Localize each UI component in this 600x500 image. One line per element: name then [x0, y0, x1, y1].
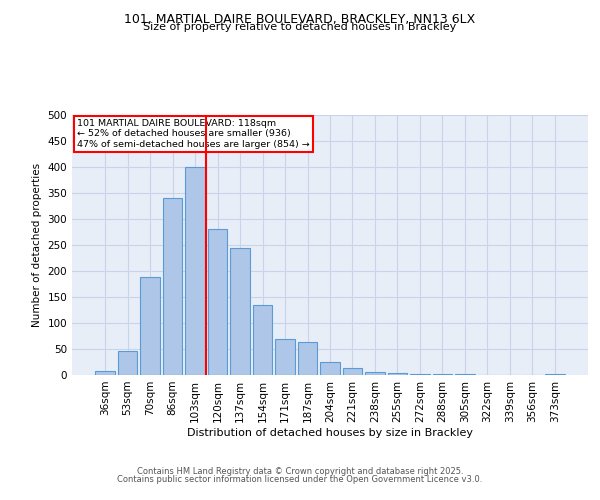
Bar	[208, 230, 227, 375]
Bar	[185, 167, 205, 375]
Bar	[455, 374, 475, 375]
Bar	[388, 373, 407, 375]
Bar	[320, 362, 340, 375]
Bar	[230, 248, 250, 375]
Bar	[410, 374, 430, 375]
Bar	[118, 351, 137, 375]
Text: 101 MARTIAL DAIRE BOULEVARD: 118sqm
← 52% of detached houses are smaller (936)
4: 101 MARTIAL DAIRE BOULEVARD: 118sqm ← 52…	[77, 119, 310, 148]
Y-axis label: Number of detached properties: Number of detached properties	[32, 163, 42, 327]
Text: Contains HM Land Registry data © Crown copyright and database right 2025.: Contains HM Land Registry data © Crown c…	[137, 467, 463, 476]
Text: Contains public sector information licensed under the Open Government Licence v3: Contains public sector information licen…	[118, 475, 482, 484]
Bar	[95, 371, 115, 375]
Text: 101, MARTIAL DAIRE BOULEVARD, BRACKLEY, NN13 6LX: 101, MARTIAL DAIRE BOULEVARD, BRACKLEY, …	[124, 12, 476, 26]
Bar	[343, 368, 362, 375]
Text: Size of property relative to detached houses in Brackley: Size of property relative to detached ho…	[143, 22, 457, 32]
Bar	[140, 277, 160, 375]
Bar	[298, 342, 317, 375]
Bar	[275, 338, 295, 375]
Bar	[253, 305, 272, 375]
Bar	[433, 374, 452, 375]
X-axis label: Distribution of detached houses by size in Brackley: Distribution of detached houses by size …	[187, 428, 473, 438]
Bar	[545, 374, 565, 375]
Bar	[163, 198, 182, 375]
Bar	[365, 372, 385, 375]
